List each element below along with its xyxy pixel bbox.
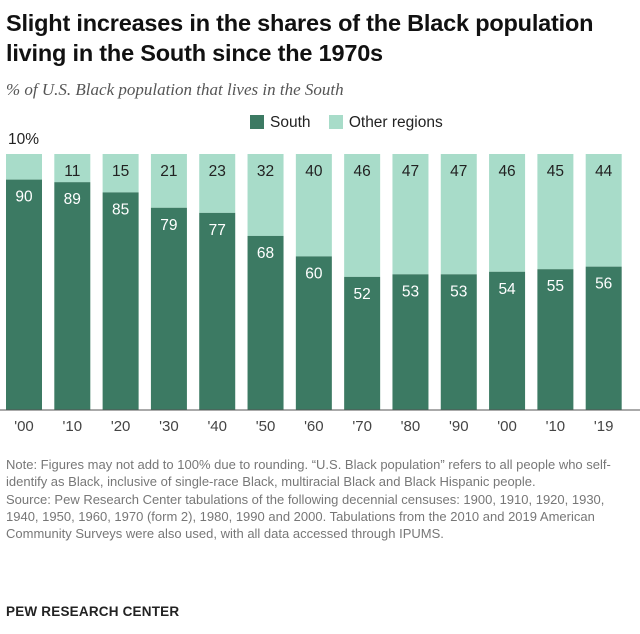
x-tick-label: '90 bbox=[449, 418, 469, 435]
bar-south bbox=[295, 256, 332, 410]
bar-other-regions bbox=[537, 154, 574, 270]
data-label-other-regions: 11 bbox=[64, 163, 80, 180]
x-tick-label: '10 bbox=[63, 418, 83, 435]
legend: South Other regions bbox=[250, 114, 457, 132]
bar-other-regions bbox=[6, 154, 42, 180]
legend-swatch-other bbox=[328, 115, 343, 129]
data-label-south: 79 bbox=[160, 217, 177, 234]
x-tick-label: '19 bbox=[594, 418, 614, 435]
data-label-south: 68 bbox=[257, 245, 274, 262]
x-tick-label: '50 bbox=[256, 418, 276, 435]
x-tick-label: '80 bbox=[401, 418, 421, 435]
x-tick-label: '10 bbox=[546, 418, 566, 435]
data-label-other-regions: 45 bbox=[547, 163, 564, 180]
legend-item-other: Other regions bbox=[328, 114, 443, 132]
bar-south bbox=[150, 207, 187, 410]
x-tick-label: '70 bbox=[352, 418, 372, 435]
data-label-south: 55 bbox=[547, 278, 564, 295]
data-label-other-regions: 32 bbox=[257, 163, 274, 180]
x-tick-label: '00 bbox=[14, 418, 34, 435]
data-label-south: 56 bbox=[595, 276, 612, 293]
data-label-south: 85 bbox=[112, 201, 129, 218]
stacked-bar-chart: 10% 90 '00 11 89 '10 15 85 '20 21 79 '30 23 77 '40 32 68… bbox=[0, 131, 640, 435]
data-label-south: 89 bbox=[64, 191, 81, 208]
data-label-other-regions: 46 bbox=[498, 163, 515, 180]
x-tick-label: '40 bbox=[207, 418, 227, 435]
bar-south bbox=[392, 274, 429, 410]
bar-other-regions bbox=[585, 154, 622, 267]
bar-other-regions bbox=[247, 154, 284, 236]
legend-item-south: South bbox=[250, 114, 311, 132]
bar-south bbox=[6, 179, 42, 410]
bar-other-regions bbox=[392, 154, 429, 275]
source-text: Source: Pew Research Center tabulations … bbox=[6, 492, 605, 541]
bar-other-regions bbox=[344, 154, 381, 277]
brand-footer: PEW RESEARCH CENTER bbox=[6, 604, 180, 619]
bar-south bbox=[489, 271, 526, 410]
note-text: Note: Figures may not add to 100% due to… bbox=[6, 457, 611, 489]
data-label-other-regions: 10% bbox=[8, 131, 39, 148]
legend-label-south: South bbox=[270, 114, 311, 131]
bar-south bbox=[344, 276, 381, 410]
data-label-other-regions: 23 bbox=[209, 163, 226, 180]
notes-block: Note: Figures may not add to 100% due to… bbox=[6, 456, 634, 542]
legend-swatch-south bbox=[250, 115, 264, 129]
data-label-south: 90 bbox=[15, 189, 33, 206]
bar-other-regions bbox=[102, 154, 139, 193]
data-label-other-regions: 21 bbox=[160, 163, 177, 180]
bar-south bbox=[102, 192, 139, 410]
data-label-south: 53 bbox=[402, 283, 419, 300]
chart-subtitle: % of U.S. Black population that lives in… bbox=[6, 80, 344, 99]
bar-other-regions bbox=[489, 154, 526, 272]
x-tick-label: '00 bbox=[497, 418, 517, 435]
data-label-south: 77 bbox=[209, 222, 226, 239]
bar-south bbox=[440, 274, 477, 410]
data-label-south: 52 bbox=[354, 286, 371, 303]
bar-south bbox=[54, 182, 91, 410]
chart-title: Slight increases in the shares of the Bl… bbox=[6, 10, 594, 66]
data-label-south: 53 bbox=[450, 283, 467, 300]
bar-other-regions bbox=[150, 154, 187, 208]
bar-other-regions bbox=[54, 154, 91, 183]
data-label-other-regions: 47 bbox=[450, 163, 467, 180]
bar-south bbox=[247, 235, 284, 410]
data-label-other-regions: 47 bbox=[402, 163, 419, 180]
bar-south bbox=[585, 266, 622, 410]
bar-other-regions bbox=[295, 154, 332, 257]
data-label-other-regions: 46 bbox=[354, 163, 371, 180]
x-tick-label: '20 bbox=[111, 418, 131, 435]
bar-other-regions bbox=[199, 154, 236, 213]
bar-south bbox=[537, 269, 574, 410]
data-label-south: 54 bbox=[498, 281, 516, 298]
legend-label-other: Other regions bbox=[348, 114, 443, 131]
data-label-other-regions: 15 bbox=[112, 163, 129, 180]
bar-other-regions bbox=[440, 154, 477, 275]
data-label-other-regions: 40 bbox=[305, 163, 323, 180]
data-label-other-regions: 44 bbox=[595, 163, 613, 180]
x-tick-label: '60 bbox=[304, 418, 324, 435]
data-label-south: 60 bbox=[305, 265, 323, 282]
bar-south bbox=[199, 212, 236, 410]
x-tick-label: '30 bbox=[159, 418, 179, 435]
